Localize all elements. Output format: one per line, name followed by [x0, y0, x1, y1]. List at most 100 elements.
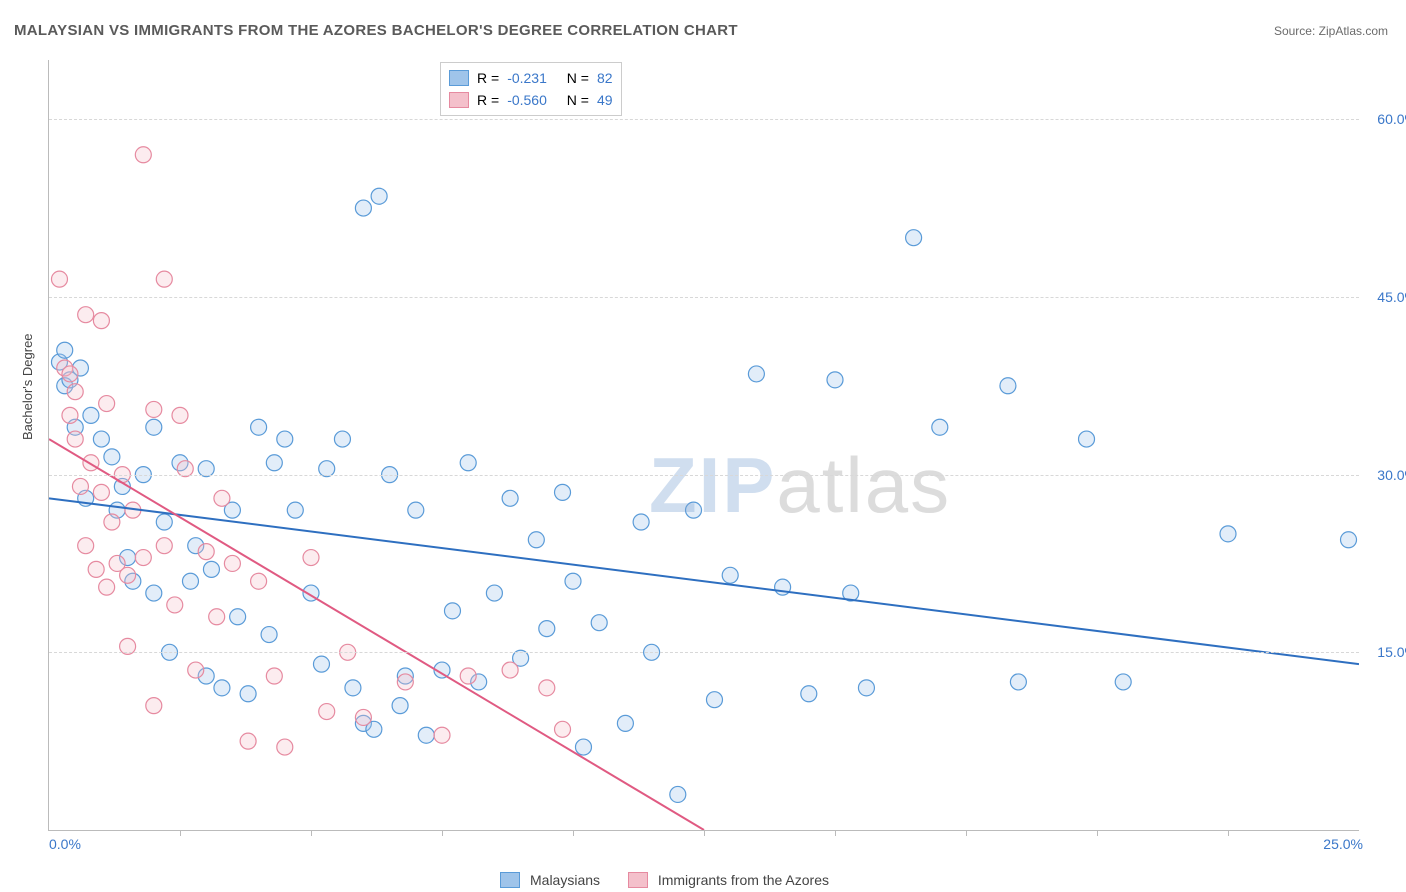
data-point — [62, 366, 78, 382]
data-point — [251, 573, 267, 589]
data-point — [539, 680, 555, 696]
r-label: R = — [477, 89, 499, 111]
data-point — [827, 372, 843, 388]
legend-label-1: Immigrants from the Azores — [658, 872, 829, 888]
data-point — [51, 271, 67, 287]
n-value-0: 82 — [597, 67, 613, 89]
data-point — [99, 579, 115, 595]
data-point — [686, 502, 702, 518]
x-tick-mark — [966, 830, 967, 836]
data-point — [355, 709, 371, 725]
data-point — [1341, 532, 1357, 548]
data-point — [345, 680, 361, 696]
data-point — [67, 384, 83, 400]
data-point — [287, 502, 303, 518]
x-tick-mark — [180, 830, 181, 836]
x-tick-mark — [1228, 830, 1229, 836]
data-point — [146, 585, 162, 601]
data-point — [1220, 526, 1236, 542]
x-tick-mark — [311, 830, 312, 836]
swatch-azores — [449, 92, 469, 108]
data-point — [156, 538, 172, 554]
data-point — [555, 484, 571, 500]
data-point — [135, 550, 151, 566]
data-point — [203, 561, 219, 577]
chart-title: MALAYSIAN VS IMMIGRANTS FROM THE AZORES … — [14, 22, 738, 39]
data-point — [67, 431, 83, 447]
data-point — [486, 585, 502, 601]
data-point — [224, 555, 240, 571]
chart-svg — [49, 60, 1359, 830]
swatch-malaysians — [449, 70, 469, 86]
y-tick-label: 60.0% — [1367, 111, 1406, 127]
data-point — [319, 704, 335, 720]
data-point — [460, 668, 476, 684]
r-value-0: -0.231 — [507, 67, 547, 89]
legend-series: Malaysians Immigrants from the Azores — [500, 872, 829, 888]
n-label: N = — [567, 89, 589, 111]
data-point — [78, 307, 94, 323]
r-label: R = — [477, 67, 499, 89]
data-point — [104, 449, 120, 465]
data-point — [104, 514, 120, 530]
data-point — [1010, 674, 1026, 690]
x-tick-label-right: 25.0% — [1323, 836, 1363, 852]
data-point — [617, 715, 633, 731]
data-point — [266, 668, 282, 684]
data-point — [209, 609, 225, 625]
y-tick-label: 15.0% — [1367, 644, 1406, 660]
n-label: N = — [567, 67, 589, 89]
data-point — [261, 627, 277, 643]
data-point — [57, 342, 73, 358]
data-point — [334, 431, 350, 447]
trend-line — [49, 439, 704, 830]
legend-label-0: Malaysians — [530, 872, 600, 888]
data-point — [188, 662, 204, 678]
data-point — [502, 490, 518, 506]
data-point — [230, 609, 246, 625]
data-point — [167, 597, 183, 613]
data-point — [240, 733, 256, 749]
x-tick-mark — [835, 830, 836, 836]
legend-stats: R = -0.231 N = 82 R = -0.560 N = 49 — [440, 62, 622, 116]
data-point — [240, 686, 256, 702]
data-point — [277, 739, 293, 755]
data-point — [722, 567, 738, 583]
data-point — [214, 490, 230, 506]
data-point — [93, 431, 109, 447]
data-point — [575, 739, 591, 755]
data-point — [78, 538, 94, 554]
data-point — [146, 401, 162, 417]
data-point — [502, 662, 518, 678]
plot-area: ZIPatlas 15.0%30.0%45.0%60.0%0.0%25.0% — [48, 60, 1359, 831]
source-label: Source: ZipAtlas.com — [1274, 24, 1388, 38]
data-point — [633, 514, 649, 530]
data-point — [555, 721, 571, 737]
data-point — [93, 313, 109, 329]
data-point — [371, 188, 387, 204]
data-point — [748, 366, 764, 382]
y-tick-label: 45.0% — [1367, 289, 1406, 305]
x-tick-mark — [442, 830, 443, 836]
swatch-azores-bottom — [628, 872, 648, 888]
data-point — [706, 692, 722, 708]
data-point — [460, 455, 476, 471]
data-point — [266, 455, 282, 471]
chart-container: MALAYSIAN VS IMMIGRANTS FROM THE AZORES … — [0, 0, 1406, 892]
data-point — [313, 656, 329, 672]
data-point — [801, 686, 817, 702]
data-point — [408, 502, 424, 518]
data-point — [1000, 378, 1016, 394]
swatch-malaysians-bottom — [500, 872, 520, 888]
legend-stats-row-1: R = -0.560 N = 49 — [449, 89, 613, 111]
data-point — [858, 680, 874, 696]
data-point — [1079, 431, 1095, 447]
y-tick-label: 30.0% — [1367, 467, 1406, 483]
data-point — [120, 567, 136, 583]
data-point — [565, 573, 581, 589]
x-tick-mark — [1097, 830, 1098, 836]
data-point — [146, 419, 162, 435]
data-point — [62, 407, 78, 423]
data-point — [83, 407, 99, 423]
data-point — [932, 419, 948, 435]
